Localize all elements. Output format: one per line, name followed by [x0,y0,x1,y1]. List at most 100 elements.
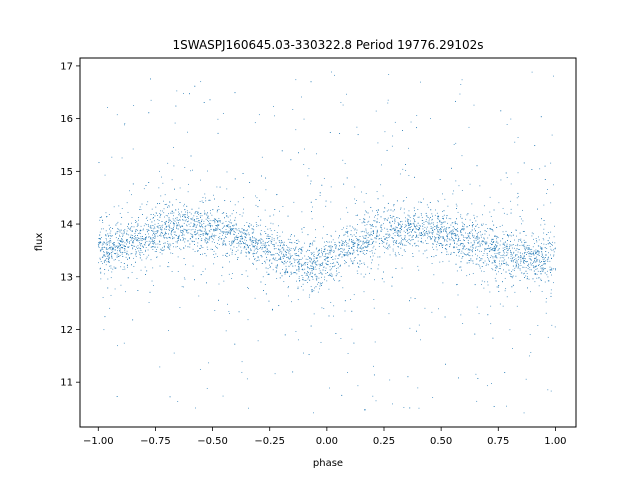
data-point [501,263,502,264]
data-point [474,228,475,230]
data-point [367,243,369,245]
data-point [109,248,111,250]
data-point [404,227,406,228]
data-point [168,236,170,238]
data-point [451,236,452,238]
data-point [530,249,531,251]
data-point [387,245,389,247]
data-point [229,232,231,234]
data-point [273,258,275,260]
data-point [198,295,200,297]
data-point [239,235,241,237]
data-point [441,245,443,247]
data-point [330,272,332,274]
data-point [377,198,379,200]
data-point [455,235,457,237]
data-point [394,235,396,237]
data-point [333,305,335,307]
data-point [270,254,272,256]
data-point [347,235,349,237]
data-point [153,246,154,248]
data-point [140,236,142,238]
data-point [276,270,278,272]
data-point [347,231,349,233]
data-point [545,312,547,314]
data-point [426,257,428,259]
data-point [241,274,243,275]
data-point [268,245,270,247]
data-point [252,253,254,255]
data-point [257,244,258,246]
data-point [124,123,126,125]
data-point [304,272,306,273]
data-point [144,242,146,244]
data-point [237,249,239,251]
data-point [324,250,326,252]
data-point [174,122,176,124]
data-point [421,223,423,224]
data-point [227,303,228,305]
data-point [346,228,348,229]
data-point [501,273,502,274]
data-point [176,225,177,227]
data-point [285,253,287,255]
data-point [473,224,474,226]
data-point [288,295,289,297]
data-point [182,231,184,233]
data-point [548,280,550,282]
data-point [246,233,248,235]
data-point [499,226,501,227]
data-point [375,241,377,243]
data-point [216,256,218,257]
data-point [487,237,489,239]
data-point [449,230,451,232]
data-point [180,239,181,240]
data-point [420,339,421,341]
data-point [150,78,151,80]
data-point [351,235,353,237]
data-point [348,245,350,247]
data-point [305,251,307,253]
data-point [534,274,536,275]
data-point [515,265,517,267]
data-point [201,240,203,242]
data-point [340,218,342,220]
data-point [339,245,340,247]
data-point [462,243,463,244]
data-point [529,252,531,254]
data-point [253,246,255,248]
data-point [476,223,478,225]
data-point [479,185,481,187]
data-point [121,247,122,248]
data-point [452,251,454,253]
data-point [336,261,338,263]
data-point [308,250,310,251]
data-point [278,248,280,250]
data-point [330,186,332,188]
data-point [136,221,138,223]
data-point [119,234,120,236]
data-point [179,247,181,249]
data-point [499,257,501,259]
data-point [201,215,203,217]
data-point [344,310,346,312]
data-point [427,234,429,236]
data-point [283,241,285,243]
data-point [119,243,120,245]
data-point [551,249,553,251]
data-point [140,209,142,210]
data-point [432,397,434,398]
data-point [192,217,194,219]
data-point [485,231,487,233]
data-point [322,269,324,271]
data-point [527,276,528,278]
data-point [439,232,441,234]
data-point [527,248,529,250]
data-point [283,281,285,283]
data-point [285,270,287,272]
data-point [160,214,162,215]
data-point [377,256,379,258]
data-point [436,233,438,235]
data-point [333,266,335,267]
data-point [124,229,126,230]
